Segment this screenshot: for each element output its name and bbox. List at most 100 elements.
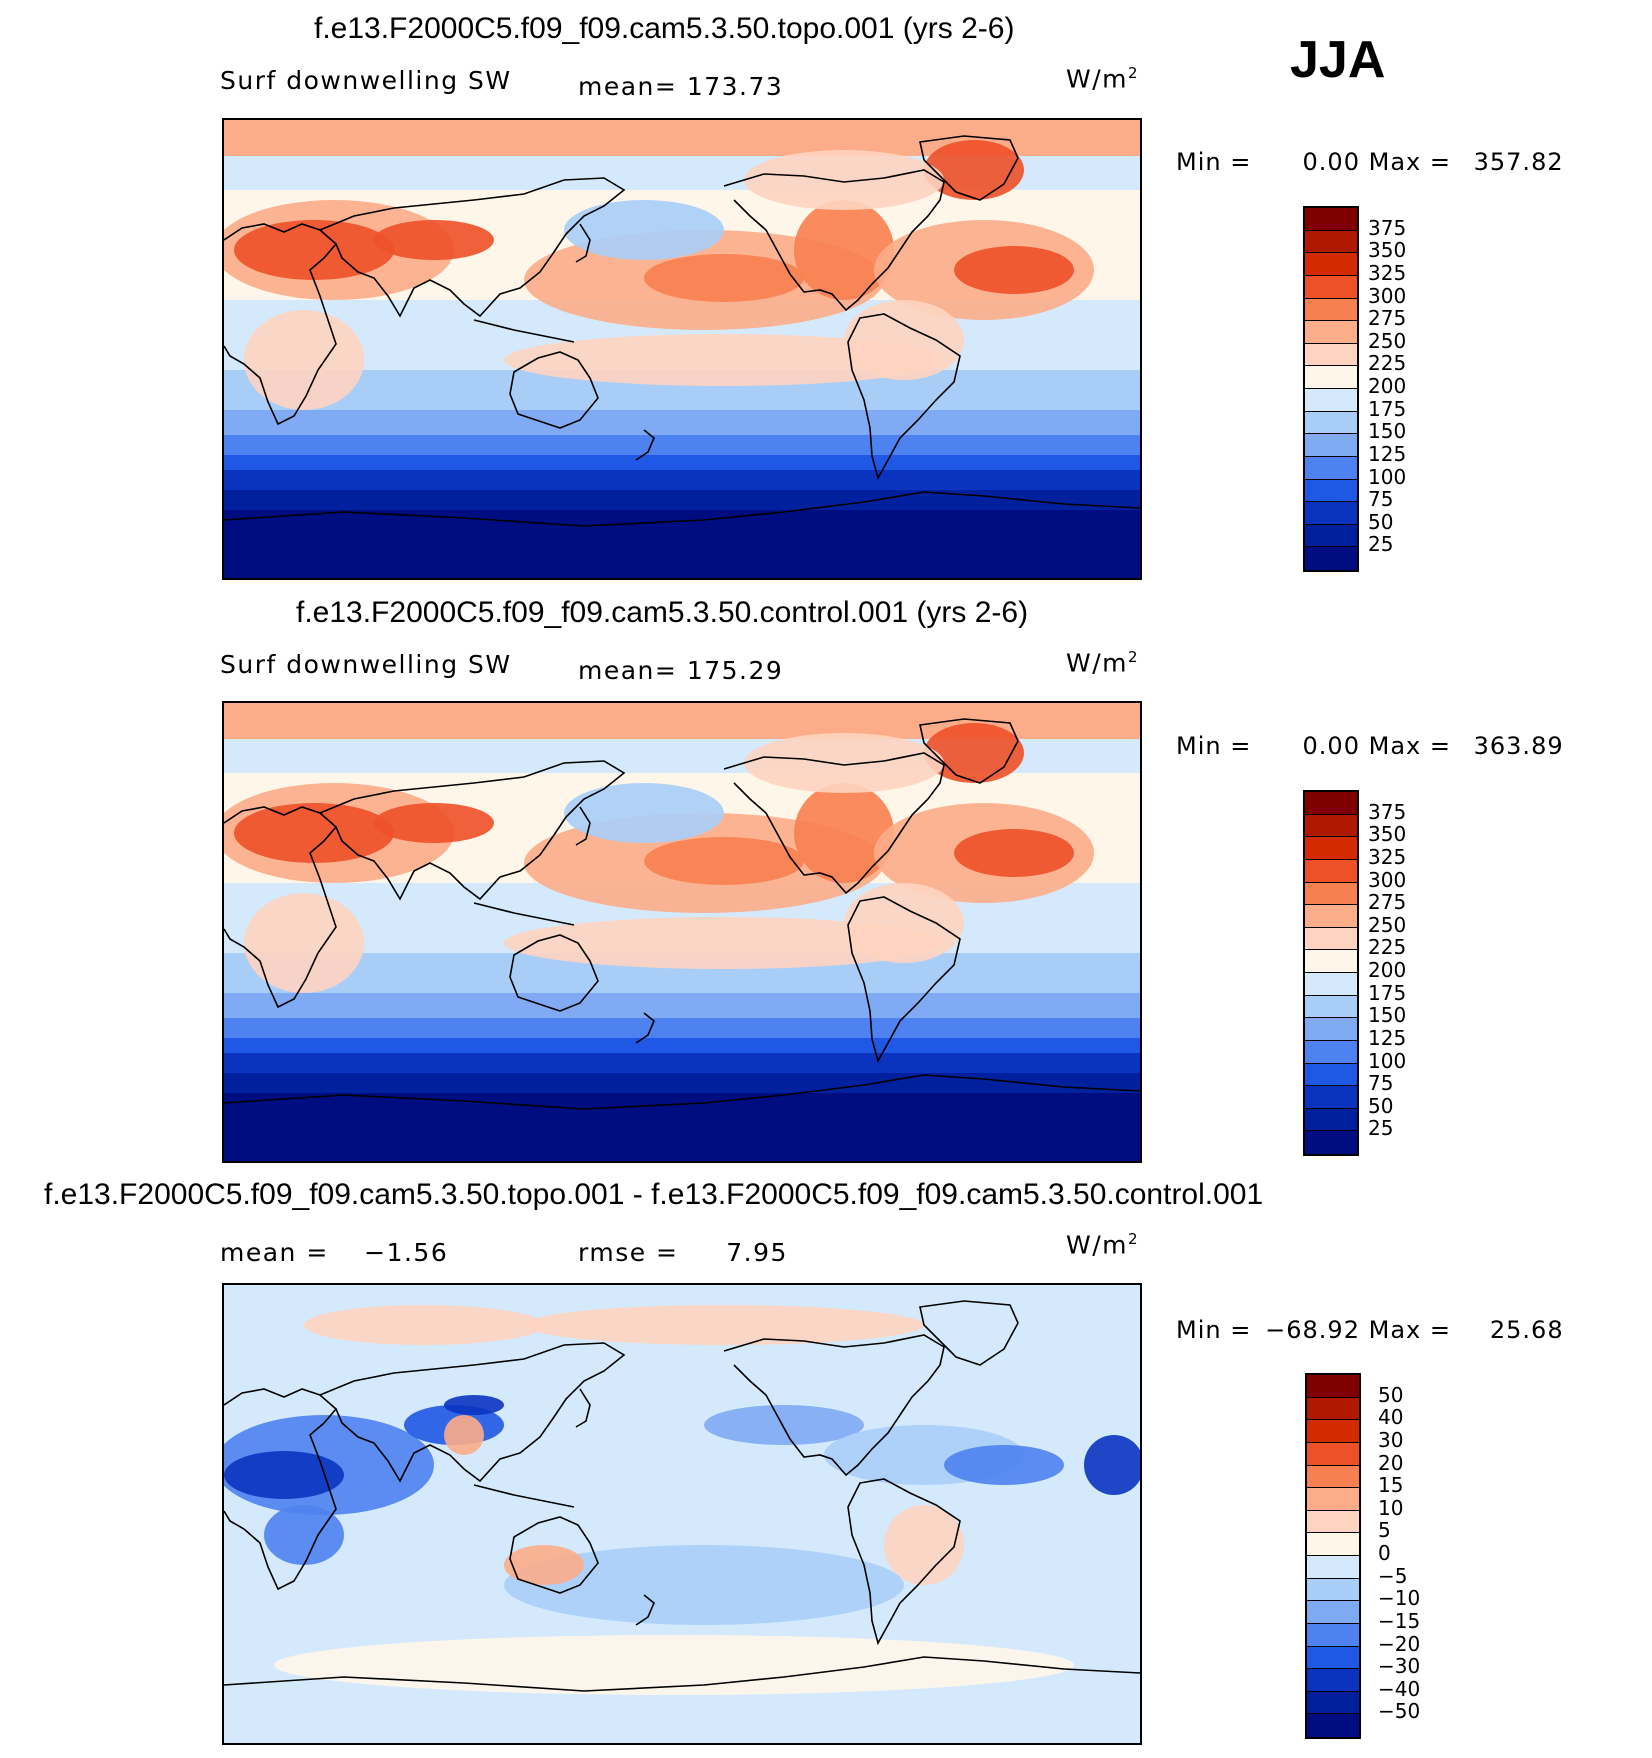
field-shading bbox=[224, 120, 1140, 578]
colorbar-segment bbox=[1305, 1018, 1357, 1041]
field-contour bbox=[504, 917, 944, 969]
colorbar-segment bbox=[1305, 1108, 1357, 1132]
panel2-units: W/m2 bbox=[1066, 648, 1139, 677]
colorbar-tick-label: 150 bbox=[1368, 1003, 1407, 1028]
field-shading bbox=[224, 1285, 1140, 1743]
field-contour bbox=[224, 1093, 1140, 1161]
colorbar-tick-label: 250 bbox=[1368, 912, 1407, 937]
colorbar-segment bbox=[1305, 389, 1357, 412]
colorbar-tick-label: 50 bbox=[1368, 1093, 1394, 1118]
colorbar-segment bbox=[1307, 1646, 1359, 1670]
panel3-mean-label: mean = bbox=[220, 1238, 329, 1267]
colorbar-segment bbox=[1307, 1691, 1359, 1715]
panel3-max-label: Max = bbox=[1368, 1316, 1451, 1344]
panel2-mean: mean= 175.29 bbox=[578, 656, 783, 685]
colorbar-segment bbox=[1307, 1556, 1359, 1579]
field-contour bbox=[924, 723, 1024, 783]
field-contour bbox=[504, 1545, 584, 1585]
colorbar-tick-label: 75 bbox=[1368, 1071, 1394, 1096]
coastline bbox=[319, 1342, 626, 1483]
colorbar-segment bbox=[1305, 502, 1357, 525]
colorbar-tick-label: 300 bbox=[1368, 283, 1407, 308]
coastline bbox=[575, 1388, 591, 1428]
colorbar-tick-label: 375 bbox=[1368, 215, 1407, 240]
colorbar-tick-label: 225 bbox=[1368, 351, 1407, 376]
colorbar-tick-label: −15 bbox=[1378, 1608, 1421, 1633]
colorbar-tick-label: −50 bbox=[1378, 1699, 1421, 1724]
field-contour bbox=[744, 733, 944, 793]
panel2-min-label: Min = bbox=[1176, 732, 1252, 760]
colorbar-segment bbox=[1305, 547, 1357, 570]
coastline bbox=[473, 1484, 575, 1508]
coastline bbox=[635, 429, 655, 461]
coastline bbox=[847, 313, 961, 481]
panel3-min-label: Min = bbox=[1176, 1316, 1252, 1344]
field-contour bbox=[644, 837, 804, 885]
colorbar-segment bbox=[1305, 995, 1357, 1019]
colorbar-tick-label: 125 bbox=[1368, 441, 1407, 466]
panel3-rmse-label: rmse = bbox=[578, 1238, 679, 1267]
colorbar-tick-label: 325 bbox=[1368, 844, 1407, 869]
colorbar-tick-label: 275 bbox=[1368, 890, 1407, 915]
colorbar-segment bbox=[1305, 343, 1357, 367]
colorbar-segment bbox=[1307, 1533, 1359, 1556]
panel1-units: W/m2 bbox=[1066, 64, 1139, 93]
field-contour bbox=[224, 993, 1140, 1018]
panel2-max-label: Max = bbox=[1368, 732, 1451, 760]
coastline bbox=[224, 806, 338, 1009]
colorbar-segment bbox=[1307, 1465, 1359, 1489]
colorbar-segment bbox=[1305, 814, 1357, 838]
panel3-mean: mean = −1.56 bbox=[220, 1238, 448, 1267]
colorbar-segment bbox=[1305, 927, 1357, 951]
colorbar-segment bbox=[1305, 230, 1357, 254]
field-contour bbox=[374, 803, 494, 843]
colorbar-tick-label: 40 bbox=[1378, 1405, 1404, 1430]
field-contour bbox=[944, 1445, 1064, 1485]
colorbar-segment bbox=[1307, 1420, 1359, 1443]
panel2-mean-label: mean= bbox=[578, 656, 678, 685]
panel2-min-value: 0.00 bbox=[1302, 732, 1360, 760]
colorbar-segment bbox=[1305, 524, 1357, 548]
field-contour bbox=[504, 334, 944, 386]
panel2-map bbox=[222, 701, 1142, 1163]
field-contour bbox=[564, 783, 724, 843]
coastline bbox=[319, 177, 626, 318]
panel2-colorbar bbox=[1303, 790, 1359, 1156]
colorbar-segment bbox=[1307, 1623, 1359, 1647]
panel3-minmax: Min = −68.92 Max = 25.68 bbox=[1176, 1316, 1564, 1344]
panel2-minmax: Min = 0.00 Max = 363.89 bbox=[1176, 732, 1564, 760]
coastline bbox=[635, 1594, 655, 1626]
field-contour bbox=[794, 200, 894, 300]
field-contour bbox=[954, 829, 1074, 877]
panel1-variable: Surf downwelling SW bbox=[220, 66, 512, 95]
panel3-rmse-value: 7.95 bbox=[726, 1238, 788, 1267]
field-contour bbox=[744, 150, 944, 210]
field-contour bbox=[444, 1415, 484, 1455]
field-contour bbox=[234, 803, 394, 863]
colorbar-tick-label: 175 bbox=[1368, 396, 1407, 421]
colorbar-tick-label: 375 bbox=[1368, 799, 1407, 824]
panel1-map bbox=[222, 118, 1142, 580]
field-contour bbox=[224, 435, 1140, 455]
colorbar-tick-label: 30 bbox=[1378, 1427, 1404, 1452]
colorbar-tick-label: 50 bbox=[1378, 1382, 1404, 1407]
field-contour bbox=[844, 300, 964, 380]
colorbar-tick-label: −20 bbox=[1378, 1631, 1421, 1656]
map-plot bbox=[224, 1285, 1140, 1743]
colorbar-segment bbox=[1305, 905, 1357, 928]
colorbar-segment bbox=[1305, 1086, 1357, 1109]
colorbar-tick-label: 20 bbox=[1378, 1450, 1404, 1475]
colorbar-tick-label: 325 bbox=[1368, 260, 1407, 285]
colorbar-tick-label: 175 bbox=[1368, 980, 1407, 1005]
panel1-colorbar bbox=[1303, 206, 1359, 572]
colorbar-segment bbox=[1305, 275, 1357, 299]
field-contour bbox=[224, 455, 1140, 470]
colorbar-segment bbox=[1305, 479, 1357, 503]
colorbar-segment bbox=[1305, 837, 1357, 860]
coastline bbox=[847, 896, 961, 1064]
coastline bbox=[224, 1388, 338, 1591]
colorbar-tick-label: −5 bbox=[1378, 1563, 1408, 1588]
colorbar-segment bbox=[1305, 208, 1357, 231]
colorbar-segment bbox=[1305, 456, 1357, 480]
field-contour bbox=[704, 1405, 864, 1445]
